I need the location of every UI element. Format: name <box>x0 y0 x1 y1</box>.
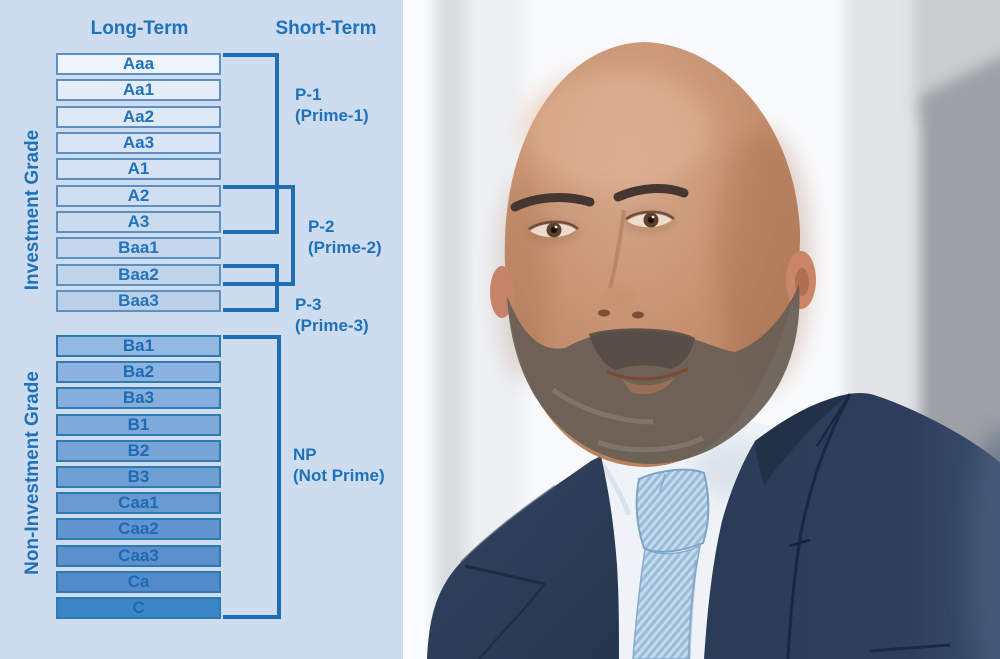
rating-scale-diagram: Long-Term Short-Term Investment Grade No… <box>0 0 403 659</box>
rating-label: A3 <box>127 212 150 231</box>
rating-box-aa1: Aa1 <box>56 79 221 101</box>
rating-box-a1: A1 <box>56 158 221 180</box>
pocket-line <box>868 643 951 653</box>
rating-box-baa1: Baa1 <box>56 237 221 259</box>
lapel-buttonhole <box>788 538 811 548</box>
rating-label: Ba3 <box>122 388 155 407</box>
rating-box-b1: B1 <box>56 414 221 436</box>
long-term-header: Long-Term <box>90 18 189 39</box>
rating-label: Caa2 <box>118 519 159 538</box>
left-eyebrow <box>510 193 595 212</box>
np-name: (Not Prime) <box>293 466 385 485</box>
rating-label: Baa1 <box>118 238 159 257</box>
rating-box-a3: A3 <box>56 211 221 233</box>
rating-box-caa1: Caa1 <box>56 492 221 514</box>
rating-box-baa2: Baa2 <box>56 264 221 286</box>
rating-box-aaa: Aaa <box>56 53 221 75</box>
rating-label: B2 <box>127 441 150 460</box>
p2-name: (Prime-2) <box>308 238 382 257</box>
rating-box-caa3: Caa3 <box>56 545 221 567</box>
rating-label: Baa2 <box>118 265 159 284</box>
p3-name: (Prime-3) <box>295 316 369 335</box>
rating-box-ba1: Ba1 <box>56 335 221 357</box>
bracket-np <box>223 335 281 619</box>
bracket-p1 <box>223 53 279 234</box>
rating-box-ba3: Ba3 <box>56 387 221 409</box>
rating-label: Ca <box>127 572 150 591</box>
rating-box-b2: B2 <box>56 440 221 462</box>
p1-name: (Prime-1) <box>295 106 369 125</box>
rating-label: Baa3 <box>118 291 159 310</box>
rating-box-b3: B3 <box>56 466 221 488</box>
short-term-p2-label: P-2 (Prime-2) <box>308 216 382 258</box>
bracket-p3 <box>223 264 279 312</box>
rating-box-baa3: Baa3 <box>56 290 221 312</box>
rating-label: Aa3 <box>122 133 155 152</box>
suit-jacket-right <box>704 393 1000 659</box>
rating-label: Caa3 <box>118 546 159 565</box>
rating-box-c: C <box>56 597 221 619</box>
np-code: NP <box>293 445 317 464</box>
rating-box-a2: A2 <box>56 185 221 207</box>
bracket-p2 <box>223 185 295 286</box>
rating-label: Aaa <box>122 54 155 73</box>
rating-box-aa2: Aa2 <box>56 106 221 128</box>
p2-code: P-2 <box>308 217 335 236</box>
suit-jacket-left <box>427 456 619 659</box>
rating-label: B3 <box>127 467 150 486</box>
short-term-header: Short-Term <box>275 18 377 39</box>
right-eyebrow <box>613 183 689 202</box>
rating-label: Ba1 <box>122 336 155 355</box>
rating-label: Aa1 <box>122 80 155 99</box>
portrait-photo <box>403 0 1000 659</box>
mustache <box>589 328 695 370</box>
investment-grade-label: Investment Grade <box>22 129 43 291</box>
nose <box>608 209 626 289</box>
rating-box-aa3: Aa3 <box>56 132 221 154</box>
rating-label: B1 <box>127 415 150 434</box>
rating-box-ca: Ca <box>56 571 221 593</box>
rating-label: C <box>132 598 145 617</box>
rating-label: A1 <box>127 159 150 178</box>
tie <box>632 468 710 659</box>
rating-label: A2 <box>127 186 150 205</box>
rating-label: Aa2 <box>122 107 155 126</box>
rating-box-ba2: Ba2 <box>56 361 221 383</box>
rating-box-caa2: Caa2 <box>56 518 221 540</box>
rating-label: Caa1 <box>118 493 159 512</box>
face-features <box>507 183 800 464</box>
mouth <box>606 367 689 381</box>
short-term-np-label: NP (Not Prime) <box>293 444 385 486</box>
rating-label: Ba2 <box>122 362 155 381</box>
beard <box>507 284 800 464</box>
p1-code: P-1 <box>295 85 322 104</box>
non-investment-grade-label: Non-Investment Grade <box>22 371 43 575</box>
short-term-p3-label: P-3 (Prime-3) <box>295 294 369 336</box>
p3-code: P-3 <box>295 295 322 314</box>
short-term-p1-label: P-1 (Prime-1) <box>295 84 369 126</box>
